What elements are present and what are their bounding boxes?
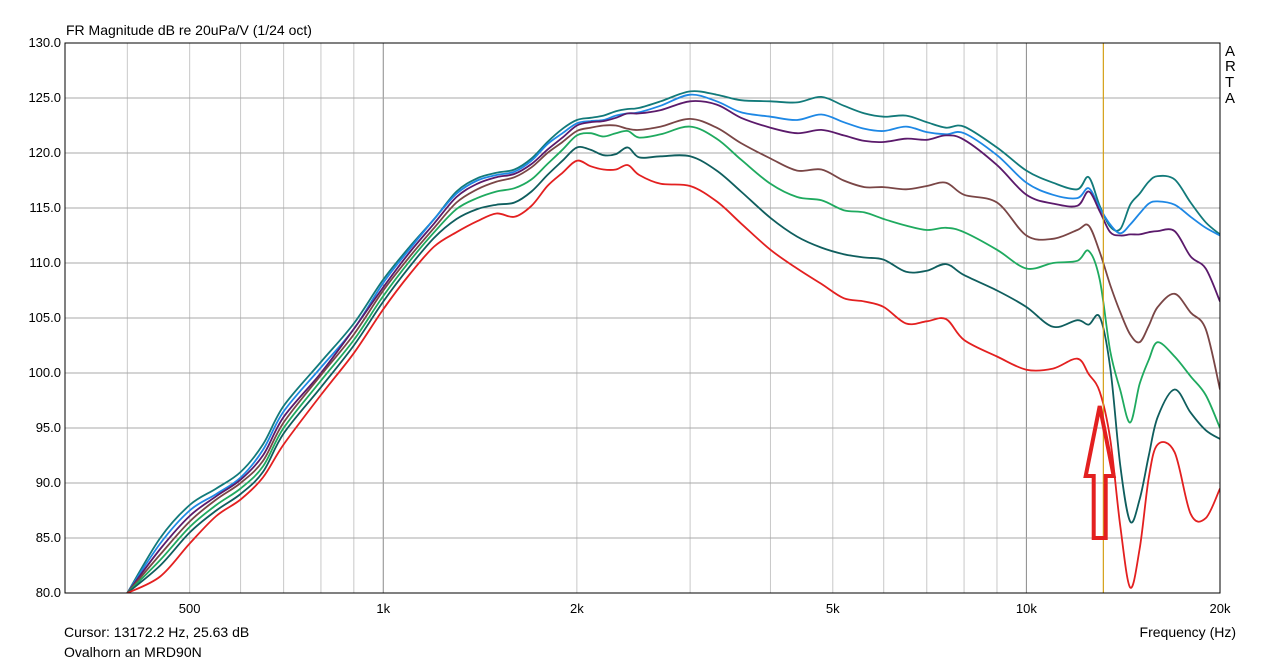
y-tick-label: 115.0 <box>29 200 61 215</box>
y-tick-label: 95.0 <box>36 420 61 435</box>
watermark-letter: A <box>1225 90 1236 107</box>
grid-lines <box>65 43 1220 593</box>
axis-ticks: 80.0 85.0 90.0 95.0 100.0 105.0 110.0 115.0 120.… <box>28 35 1231 616</box>
y-tick-label: 105.0 <box>28 310 61 325</box>
series-line <box>126 93 1220 593</box>
x-axis-label: Frequency (Hz) <box>1139 624 1236 640</box>
series-line <box>126 100 1220 593</box>
series-line <box>126 117 1220 593</box>
annotation-layer <box>1083 405 1117 540</box>
x-tick-label: 5k <box>826 601 840 616</box>
annotation-arrow <box>1083 405 1117 540</box>
y-tick-label: 130.0 <box>28 35 61 50</box>
y-tick-label: 100.0 <box>28 365 61 380</box>
x-tick-label: 500 <box>179 601 201 616</box>
x-tick-label: 2k <box>570 601 584 616</box>
x-tick-label: 20k <box>1210 601 1231 616</box>
series-line <box>126 146 1220 593</box>
y-tick-label: 125.0 <box>28 90 61 105</box>
series-line <box>126 159 1220 593</box>
y-tick-label: 120.0 <box>28 145 61 160</box>
watermark-letter: R <box>1225 58 1236 75</box>
chart-title: FR Magnitude dB re 20uPa/V (1/24 oct) <box>66 22 312 38</box>
x-tick-label: 10k <box>1016 601 1037 616</box>
plot-frame <box>64 42 1221 594</box>
y-tick-label: 90.0 <box>36 475 61 490</box>
watermark-letter: A <box>1225 43 1236 60</box>
series-line <box>126 90 1220 593</box>
chart-subtitle: Ovalhorn an MRD90N <box>64 644 202 660</box>
y-tick-label: 85.0 <box>36 530 61 545</box>
series-line <box>126 125 1220 593</box>
series-lines <box>126 90 1220 593</box>
y-tick-label: 110.0 <box>29 255 61 270</box>
x-tick-label: 1k <box>376 601 390 616</box>
cursor-readout: Cursor: 13172.2 Hz, 25.63 dB <box>64 624 250 640</box>
watermark-letter: T <box>1225 74 1235 91</box>
y-tick-label: 80.0 <box>36 585 61 600</box>
